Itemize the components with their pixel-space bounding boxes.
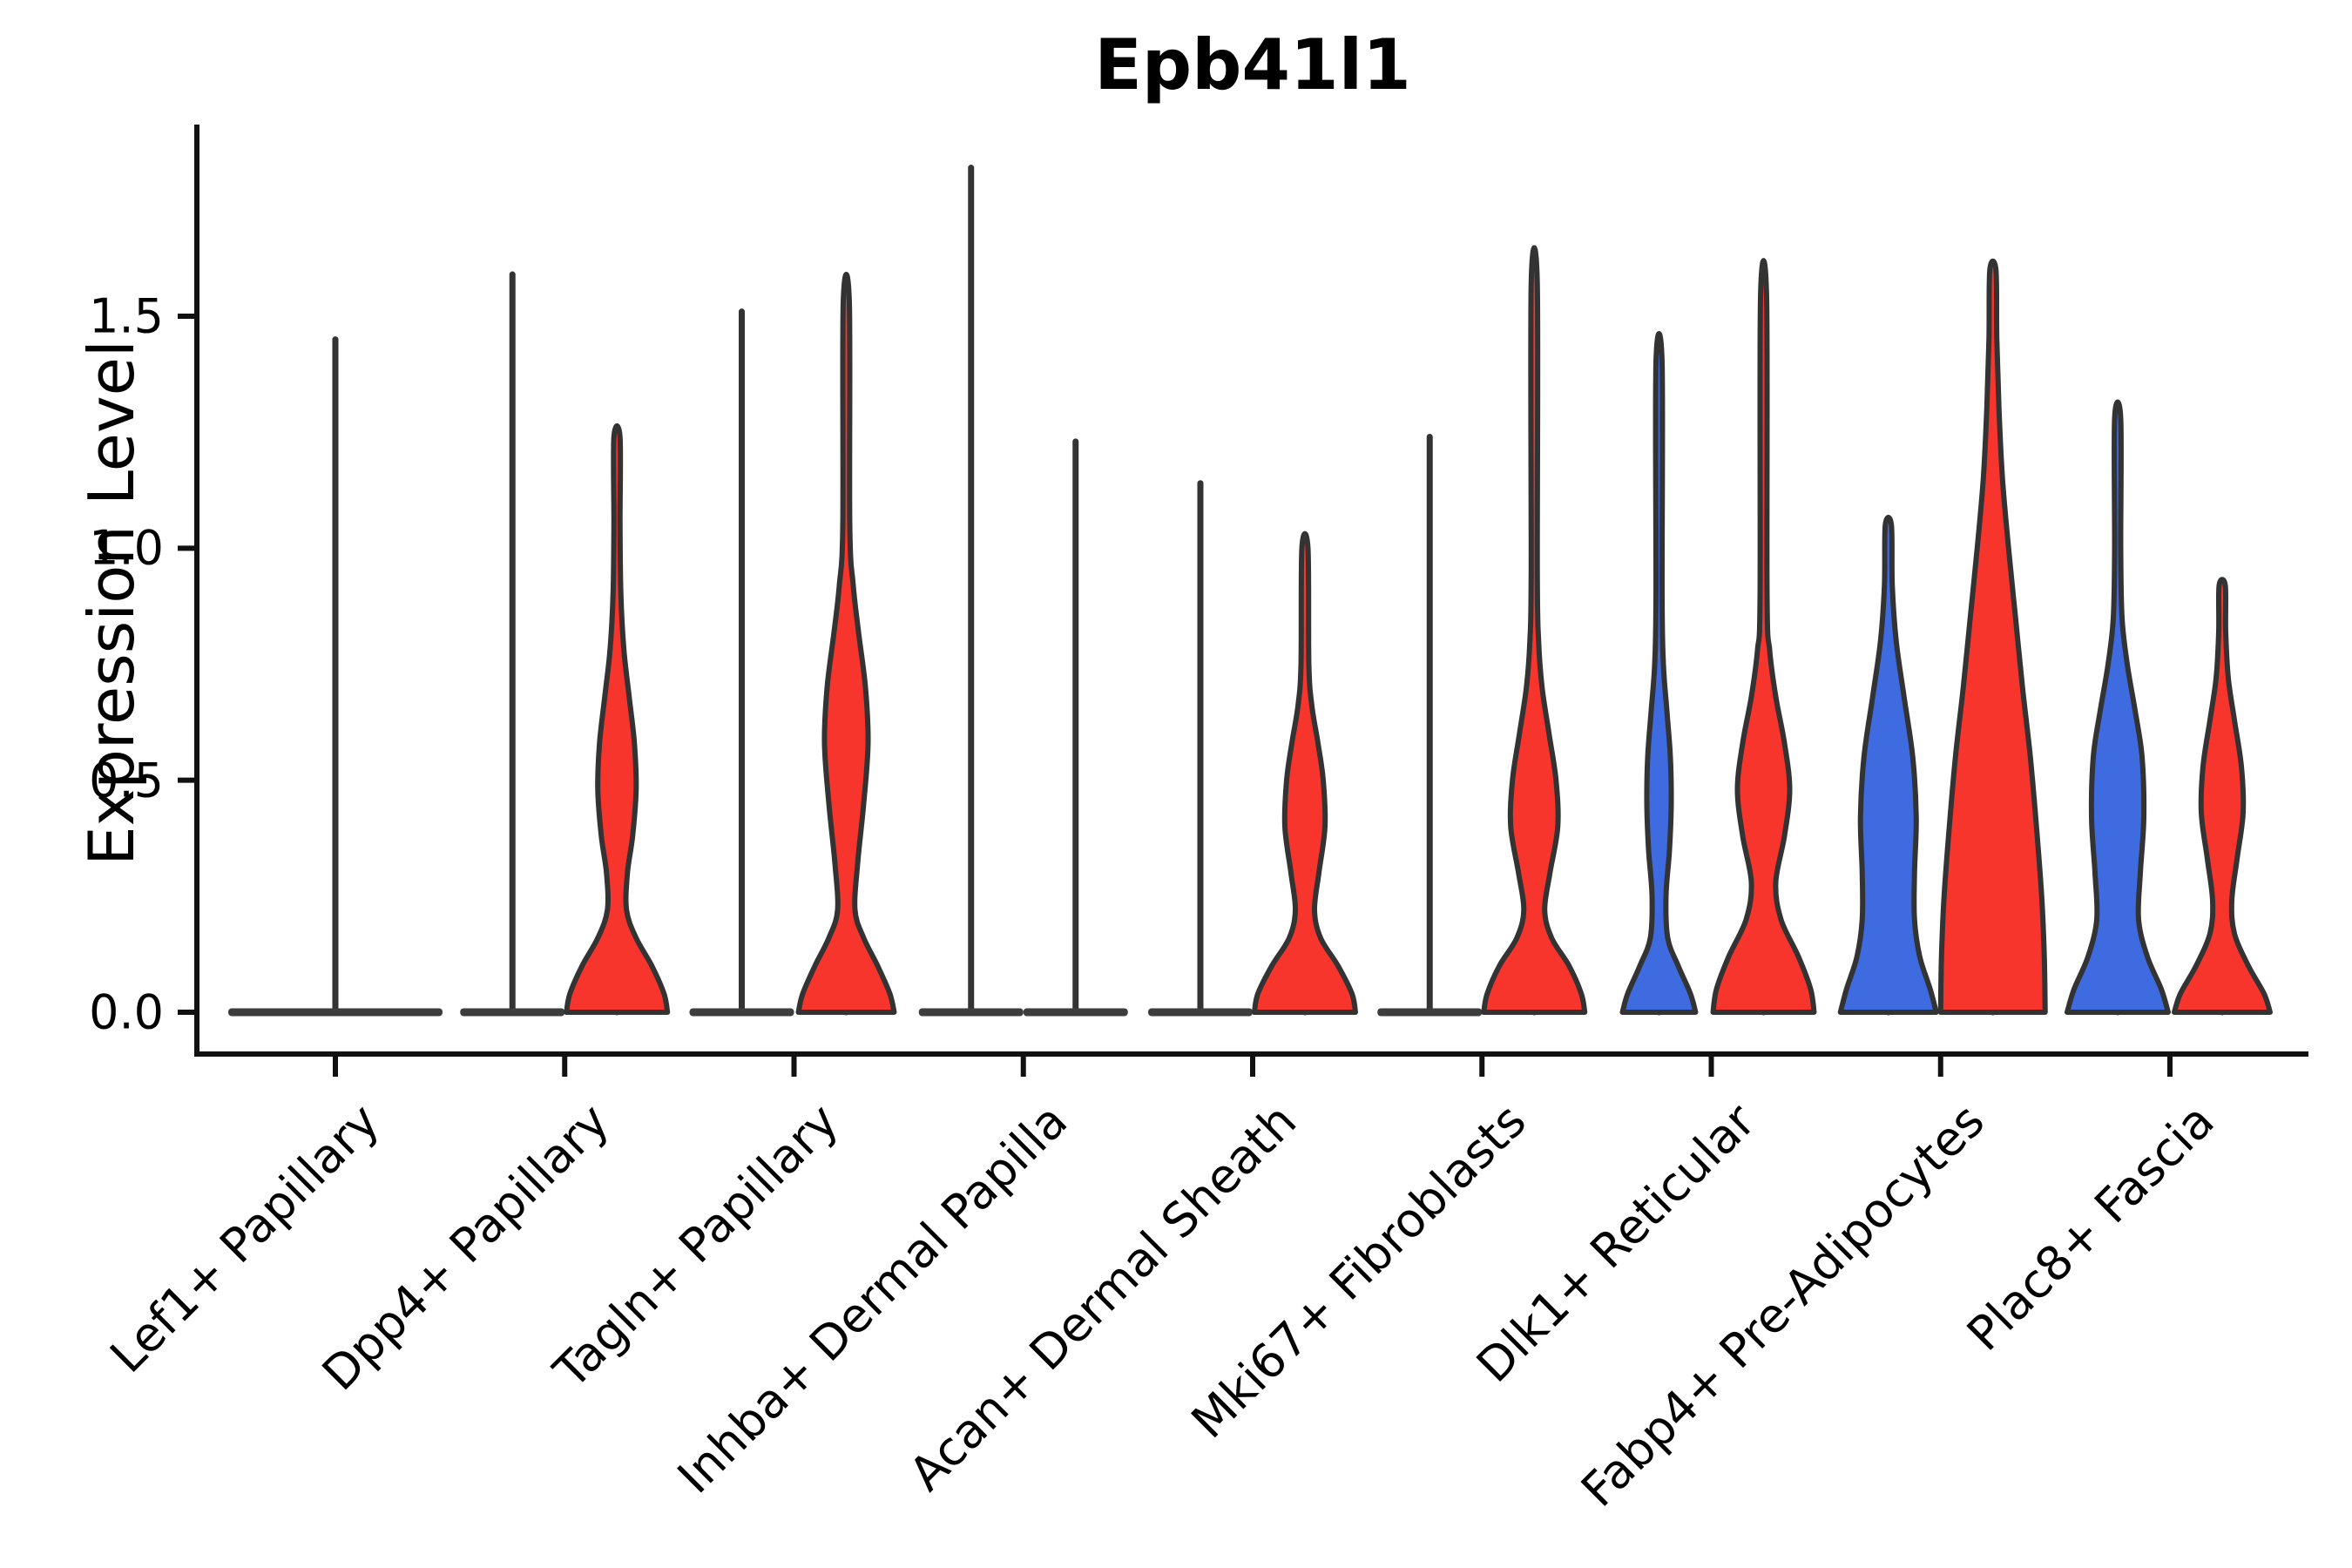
violin-body-red <box>564 422 671 1015</box>
y-axis-label: Expression Level <box>75 340 148 866</box>
violin-body-red <box>1710 258 1817 1015</box>
violin-body-red <box>795 272 897 1015</box>
chart-title: Epb41l1 <box>1094 24 1411 105</box>
y-tick-label: 1.0 <box>89 520 164 576</box>
violin-body-red <box>1481 245 1588 1015</box>
violin-flat-body-blue <box>1148 1008 1253 1017</box>
violin-flat-body-blue <box>918 1008 1024 1017</box>
violin-flat-body-red <box>1023 1008 1128 1017</box>
violin-body-red <box>1252 531 1358 1015</box>
violin-flat-body-blue <box>689 1008 794 1017</box>
violin-body-blue <box>1619 330 1699 1015</box>
y-tick-label: 0.0 <box>89 984 164 1040</box>
y-tick-label: 0.5 <box>89 753 164 808</box>
violin-flat-body-blue <box>1377 1008 1483 1017</box>
y-tick-label: 1.5 <box>89 288 164 344</box>
violin-flat-body-single <box>228 1008 443 1017</box>
violin-body-red <box>1937 258 2048 1015</box>
violin-body-red <box>2172 577 2273 1015</box>
violin-body-blue <box>2065 399 2171 1015</box>
violin-flat-body-blue <box>460 1008 565 1017</box>
violin-body-blue <box>1837 515 1939 1015</box>
